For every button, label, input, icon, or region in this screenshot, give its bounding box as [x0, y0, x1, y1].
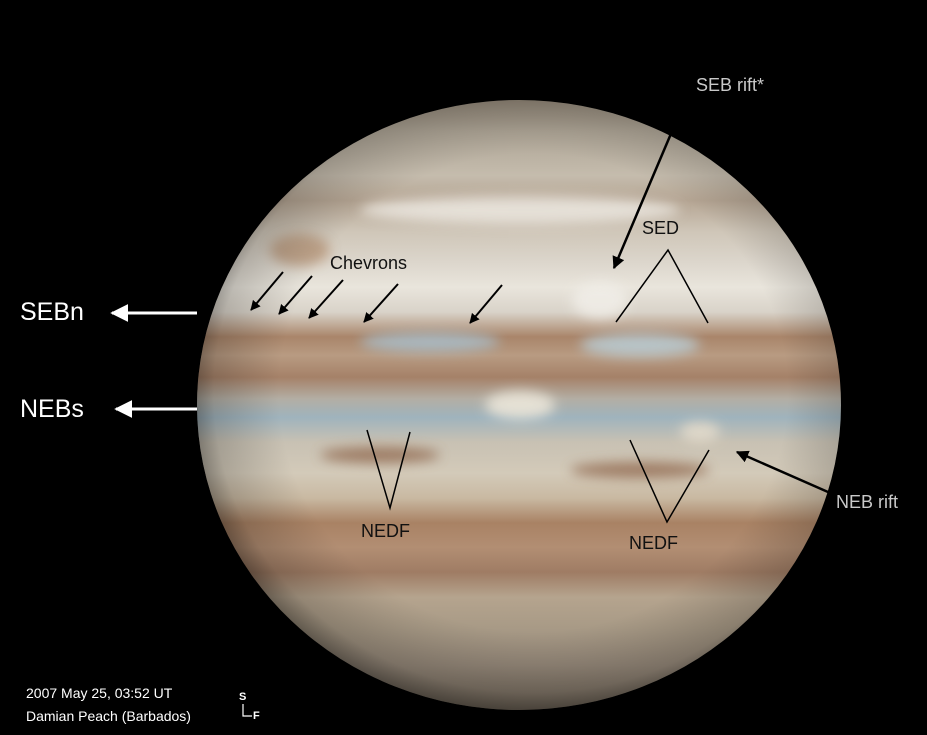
compass-following: F	[253, 710, 260, 722]
neb-rift-label: NEB rift	[836, 492, 899, 512]
compass-corner	[242, 704, 252, 717]
planet-disk	[197, 100, 841, 710]
sed-marker	[615, 248, 709, 324]
sed-label: SED	[642, 218, 680, 238]
caption-date: 2007 May 25, 03:52 UT	[26, 685, 173, 701]
sebn-label: SEBn	[20, 298, 84, 326]
chevrons-label: Chevrons	[330, 253, 408, 273]
neb-rift-arrow	[735, 450, 829, 494]
caption-credit: Damian Peach (Barbados)	[26, 708, 191, 724]
nebs-label: NEBs	[20, 395, 84, 423]
seb-rift-arrow	[612, 102, 686, 270]
nedf-right-label: NEDF	[629, 533, 678, 553]
nedf-right-marker	[629, 439, 710, 524]
nedf-left-marker	[366, 429, 411, 511]
compass-south: S	[239, 691, 247, 703]
seb-rift-label: SEB rift*	[696, 75, 765, 95]
chevron-arrows	[250, 271, 503, 324]
nedf-left-label: NEDF	[361, 521, 410, 541]
